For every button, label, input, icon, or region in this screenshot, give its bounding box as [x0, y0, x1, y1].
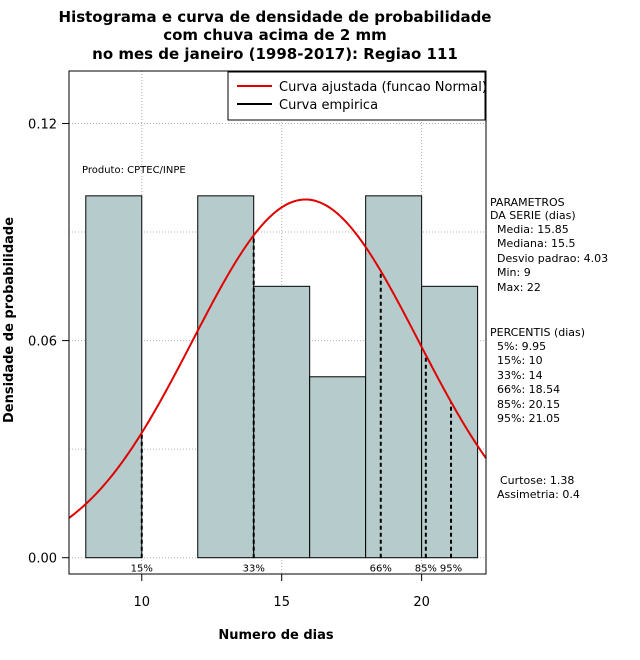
x-axis: 10 15 20 [133, 574, 430, 610]
parameters-line: PARAMETROS [490, 196, 565, 209]
percentile-label: 95% [440, 564, 462, 575]
product-label: Produto: CPTEC/INPE [82, 165, 186, 176]
histogram-bars [85, 195, 479, 559]
percentile-label: 15% [131, 564, 153, 575]
percentiles-line: 85%: 20.15 [490, 398, 560, 411]
percentile-label: 33% [243, 564, 265, 575]
legend: Curva ajustada (funcao Normal) Curva emp… [227, 71, 487, 121]
percentiles-line: PERCENTIS (dias) [490, 326, 585, 339]
percentiles-line: 33%: 14 [490, 369, 543, 382]
histogram-bar [421, 285, 479, 559]
histogram-bar [309, 376, 367, 559]
histogram-bar [197, 195, 255, 559]
y-tick-label: 0.12 [28, 117, 57, 132]
chart-title-line-2: com chuva acima de 2 mm [163, 26, 387, 44]
shape-stats-block: Curtose: 1.38 Assimetria: 0.4 [497, 474, 580, 501]
x-tick-label: 15 [273, 595, 290, 610]
legend-box [227, 71, 486, 121]
parameters-line: Mediana: 15.5 [490, 237, 575, 250]
percentiles-line: 5%: 9.95 [490, 340, 546, 353]
chart-title-line-1: Histograma e curva de densidade de proba… [59, 8, 492, 26]
y-tick-label: 0.00 [28, 552, 57, 567]
y-axis: 0.00 0.06 0.12 [28, 117, 69, 567]
percentile-label: 85% [415, 564, 437, 575]
y-axis-label: Densidade de probabilidade [2, 217, 17, 423]
parameters-line: Desvio padrao: 4.03 [490, 252, 608, 265]
histogram-bar [253, 285, 311, 559]
histogram-bar [85, 195, 143, 559]
plot-frame [68, 70, 487, 575]
x-axis-label: Numero de dias [218, 628, 334, 643]
x-tick-label: 20 [413, 595, 430, 610]
y-tick-label: 0.06 [28, 335, 57, 350]
skewness-text: Assimetria: 0.4 [497, 488, 580, 501]
parameters-block: PARAMETROS DA SERIE (dias) Media: 15.85 … [490, 196, 608, 294]
percentile-labels: 15% 33% 66% 85% 95% [131, 564, 462, 575]
percentiles-block: PERCENTIS (dias) 5%: 9.95 15%: 10 33%: 1… [490, 326, 585, 425]
parameters-line: Media: 15.85 [490, 223, 569, 236]
percentile-markers [140, 235, 453, 558]
legend-label-empirical: Curva empirica [279, 98, 378, 113]
x-tick-label: 10 [133, 595, 150, 610]
parameters-line: Min: 9 [490, 266, 531, 279]
chart-title-line-3: no mes de janeiro (1998-2017): Regiao 11… [92, 45, 458, 63]
percentile-label: 66% [370, 564, 392, 575]
parameters-line: DA SERIE (dias) [490, 209, 576, 222]
parameters-line: Max: 22 [490, 281, 541, 294]
percentiles-line: 66%: 18.54 [490, 383, 560, 396]
percentiles-line: 15%: 10 [490, 354, 543, 367]
percentiles-line: 95%: 21.05 [490, 412, 560, 425]
kurtosis-text: Curtose: 1.38 [500, 474, 574, 487]
legend-label-normal: Curva ajustada (funcao Normal) [279, 80, 487, 95]
histogram-bar [365, 195, 423, 559]
normal-fit-curve [68, 198, 487, 519]
